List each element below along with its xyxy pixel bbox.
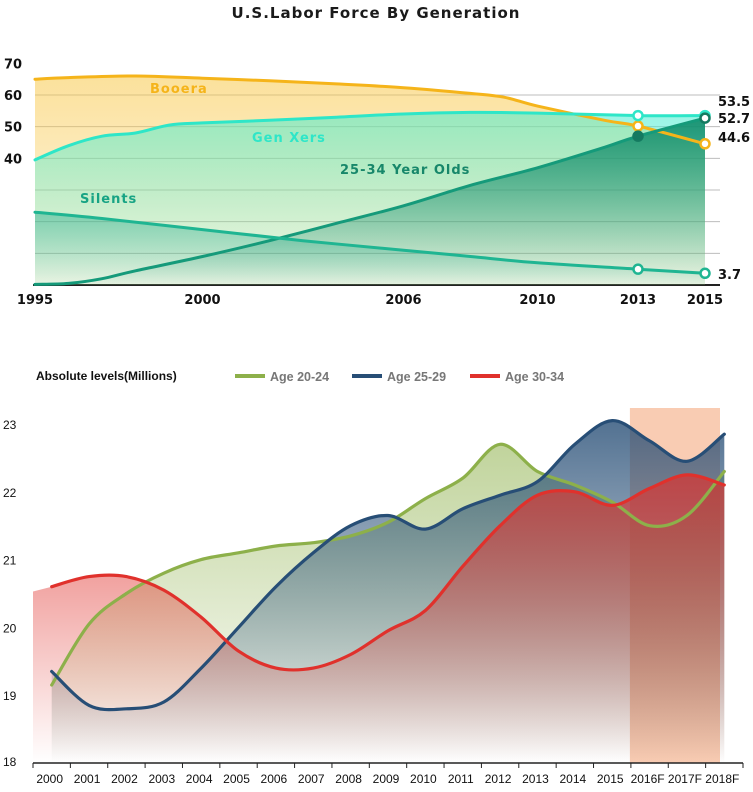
x-tick-2005: 2005: [223, 772, 250, 786]
legend-label-age-20-24: Age 20-24: [270, 370, 329, 384]
y-tick-70: 70: [4, 57, 22, 72]
x-tick-2004: 2004: [186, 772, 213, 786]
x-tick-2017f: 2017F: [668, 772, 702, 786]
line-age-20-24: [50, 442, 726, 687]
marker-25-34-year-olds-2015: [699, 112, 711, 124]
x-tick-2003: 2003: [148, 772, 175, 786]
x-tick-2001: 2001: [74, 772, 101, 786]
generation-area-chart: U.S.Labor Force By Generation 70 60 50 40 199…: [4, 4, 750, 308]
y-tick-23: 23: [3, 418, 17, 432]
x-tick-2000: 2000: [184, 293, 220, 308]
legend-label-age-30-34: Age 30-34: [505, 370, 564, 384]
area-age-30-34: [33, 474, 725, 763]
y-tick-20: 20: [3, 621, 17, 635]
x-tick-2011: 2011: [448, 772, 474, 786]
x-tick-2015: 2015: [597, 772, 624, 786]
y-tick-21: 21: [3, 554, 17, 568]
x-tick-2015: 2015: [687, 293, 723, 308]
line-25-34-year-olds: [33, 116, 707, 286]
x-tick-2006: 2006: [385, 293, 421, 308]
series-label-gen-xers: Gen Xers: [252, 131, 326, 146]
series-label-silents: Silents: [80, 192, 137, 207]
end-label-25-34-year-olds: 52.7: [718, 112, 750, 127]
y-tick-60: 60: [4, 89, 22, 104]
x-tick-2007: 2007: [298, 772, 325, 786]
x-tick-2018f: 2018F: [705, 772, 739, 786]
end-label-silents: 3.7: [718, 268, 741, 283]
marker-gen-xers-2013: [632, 109, 644, 122]
x-tick-2014: 2014: [559, 772, 586, 786]
x-tick-2009: 2009: [373, 772, 400, 786]
y-tick-40: 40: [4, 152, 22, 167]
x-tick-2010: 2010: [410, 772, 437, 786]
line-silents: [33, 210, 707, 275]
y-tick-18: 18: [3, 755, 17, 769]
end-label-gen-xers: 53.5: [718, 95, 750, 110]
x-tick-2010: 2010: [519, 293, 555, 308]
line-age-25-29: [50, 418, 726, 712]
absolute-levels-line-chart: Absolute levels(Millions) Age 20-24 Age 25…: [3, 369, 744, 786]
line-gen-xers: [33, 110, 707, 162]
x-tick-2002: 2002: [111, 772, 138, 786]
x-tick-2008: 2008: [335, 772, 362, 786]
marker-silents-2013: [632, 263, 644, 275]
marker-silents-2015: [699, 267, 711, 280]
y-tick-50: 50: [4, 121, 22, 136]
x-tick-2016f: 2016F: [631, 772, 665, 786]
area-25-34-year-olds: [35, 118, 705, 285]
y-tick-22: 22: [3, 486, 17, 500]
marker-booera-2013: [632, 120, 644, 132]
x-tick-2006: 2006: [261, 772, 288, 786]
x-tick-2012: 2012: [485, 772, 512, 786]
series-label-25-34-year-olds: 25-34 Year Olds: [340, 163, 470, 178]
x-tick-1995: 1995: [17, 293, 53, 308]
x-tick-2000: 2000: [36, 772, 63, 786]
end-label-booera: 44.6: [718, 131, 750, 146]
line-booera: [33, 74, 707, 146]
x-tick-2013: 2013: [620, 293, 656, 308]
marker-25-34-year-olds-2013: [632, 130, 644, 142]
x-tick-2013: 2013: [522, 772, 549, 786]
legend-label-age-25-29: Age 25-29: [387, 370, 446, 384]
y-axis-title: Absolute levels(Millions): [36, 369, 177, 383]
line-age-30-34: [50, 473, 726, 672]
chart1-title: U.S.Labor Force By Generation: [232, 4, 521, 22]
marker-booera-2015: [699, 138, 711, 150]
series-label-booera: Booera: [150, 82, 208, 97]
y-tick-19: 19: [3, 689, 17, 703]
